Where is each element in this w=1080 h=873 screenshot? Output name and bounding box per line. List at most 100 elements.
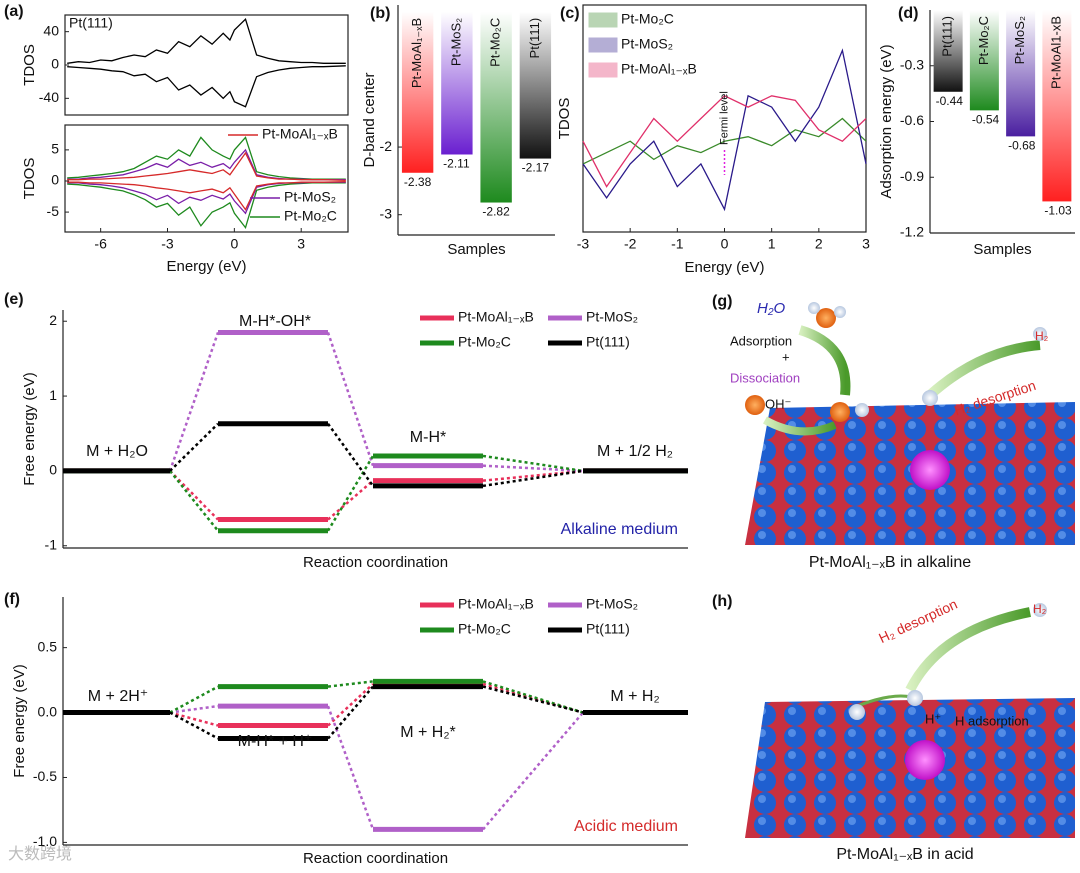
legend-label: Pt-Mo₂C xyxy=(621,11,674,27)
bar-category: Pt-MoAl1-xB xyxy=(1048,16,1063,89)
connector xyxy=(327,685,374,740)
hydrogen-atom xyxy=(834,306,846,318)
connector xyxy=(482,680,584,714)
connector xyxy=(327,479,374,521)
y-axis-label: TDOS xyxy=(21,158,38,200)
y-axis-label: Free energy (eV) xyxy=(21,372,38,485)
connector xyxy=(326,423,375,487)
caption: Pt-MoAl₁₋ₓB in acid xyxy=(836,846,973,863)
hydrogen-atom xyxy=(907,690,923,706)
y-axis-label: D-band center xyxy=(361,72,378,167)
y-tick-label: -0.5 xyxy=(33,768,57,784)
x-tick-label: 0 xyxy=(721,236,729,252)
panel-label: (b) xyxy=(370,5,390,22)
connector xyxy=(169,711,219,740)
connector xyxy=(326,705,375,830)
bar xyxy=(1042,10,1072,202)
label: H adsorption xyxy=(955,713,1029,728)
line xyxy=(67,136,346,180)
bar-category: Pt-Mo₂C xyxy=(976,16,991,65)
y-tick-label: -1.2 xyxy=(900,224,924,240)
connector xyxy=(482,711,584,831)
caption: Pt-MoAl₁₋ₓB in alkaline xyxy=(809,554,971,571)
y-axis-label: Adsorption energy (eV) xyxy=(878,44,895,198)
label: H₂ desorption xyxy=(876,596,960,646)
plot-frame xyxy=(64,124,349,233)
series-label: Pt(111) xyxy=(69,15,113,31)
x-tick-label: 3 xyxy=(862,236,870,252)
legend-swatch xyxy=(588,37,618,53)
label: H₂ xyxy=(1033,602,1047,616)
hydrogen-atom xyxy=(808,302,820,314)
value-label: -2.38 xyxy=(404,175,432,189)
connector xyxy=(326,455,375,532)
line xyxy=(67,17,346,64)
bar xyxy=(401,11,434,173)
line xyxy=(67,180,346,211)
y-tick-label: -40 xyxy=(39,89,59,105)
y-tick-label: 0 xyxy=(51,56,59,72)
x-tick-label: 2 xyxy=(815,236,823,252)
y-tick-label: 2 xyxy=(49,312,57,328)
connector xyxy=(169,470,219,532)
line xyxy=(582,95,867,188)
panel-label: (h) xyxy=(712,593,732,610)
connector xyxy=(482,469,584,488)
annotation: Fermi level xyxy=(718,91,730,145)
value-label: -2.17 xyxy=(522,161,550,175)
illustration-acid: H₂ desorption H₂ H⁺ H adsorption Pt-MoAl… xyxy=(745,596,1075,863)
y-tick-label: -1 xyxy=(45,536,58,552)
y-tick-label: 40 xyxy=(43,22,59,38)
stage-label: M + H₂* xyxy=(400,724,456,741)
connector xyxy=(482,454,584,473)
oxygen-atom xyxy=(830,402,850,422)
bar-category: Pt(111) xyxy=(940,16,955,57)
legend-label: Pt-MoAl₁₋ₓB xyxy=(458,309,534,325)
x-tick-label: 3 xyxy=(297,236,305,252)
connector xyxy=(168,332,220,472)
hydrogen-atom xyxy=(1033,603,1047,617)
hydrogen-atom xyxy=(1033,327,1047,341)
line xyxy=(582,48,867,212)
panel-label: (c) xyxy=(560,5,580,22)
value-label: -0.54 xyxy=(972,113,1000,127)
x-tick-label: 0 xyxy=(230,236,238,252)
x-tick-label: -3 xyxy=(577,236,590,252)
legend-label: Pt-MoAl₁₋ₓB xyxy=(262,126,338,142)
line xyxy=(582,117,867,165)
hydrogen-atom xyxy=(849,704,865,720)
stage-label: M-H* xyxy=(410,429,446,446)
connector xyxy=(169,711,219,727)
connector xyxy=(169,422,219,472)
value-label: -0.44 xyxy=(936,94,964,108)
connector xyxy=(482,464,584,473)
y-tick-label: 0.5 xyxy=(38,638,58,654)
legend-label: Pt-MoS₂ xyxy=(284,189,336,205)
label: OH⁻ xyxy=(765,396,791,411)
legend-label: Pt-Mo₂C xyxy=(458,621,511,637)
panel-label: (d) xyxy=(898,5,918,22)
y-axis-label: Free energy (eV) xyxy=(11,664,28,777)
oxygen-atom xyxy=(816,308,836,328)
watermark: 大数跨境 xyxy=(8,844,72,863)
label: + xyxy=(782,349,790,364)
connector xyxy=(169,704,219,714)
stage-label: M + 1/2 H₂ xyxy=(597,443,673,460)
stage-label: M + 2H⁺ xyxy=(88,688,148,705)
stage-label: M-H* + H⁺ xyxy=(238,733,313,750)
x-axis-label: Energy (eV) xyxy=(684,259,764,276)
panel-label: (a) xyxy=(4,3,24,20)
legend-swatch xyxy=(588,62,618,78)
y-tick-label: 0 xyxy=(49,462,57,478)
x-axis-label: Samples xyxy=(973,241,1031,258)
arrow xyxy=(905,607,1031,693)
legend-label: Pt-MoAl₁₋ₓB xyxy=(458,596,534,612)
bar-category: Pt(111) xyxy=(527,18,542,59)
panel-label: (f) xyxy=(4,591,20,608)
connector xyxy=(482,469,584,482)
bar-category: Pt-Mo₂C xyxy=(488,18,503,67)
y-tick-label: -0.9 xyxy=(900,168,924,184)
x-tick-label: -3 xyxy=(161,236,174,252)
label: H₂ xyxy=(1035,329,1049,343)
